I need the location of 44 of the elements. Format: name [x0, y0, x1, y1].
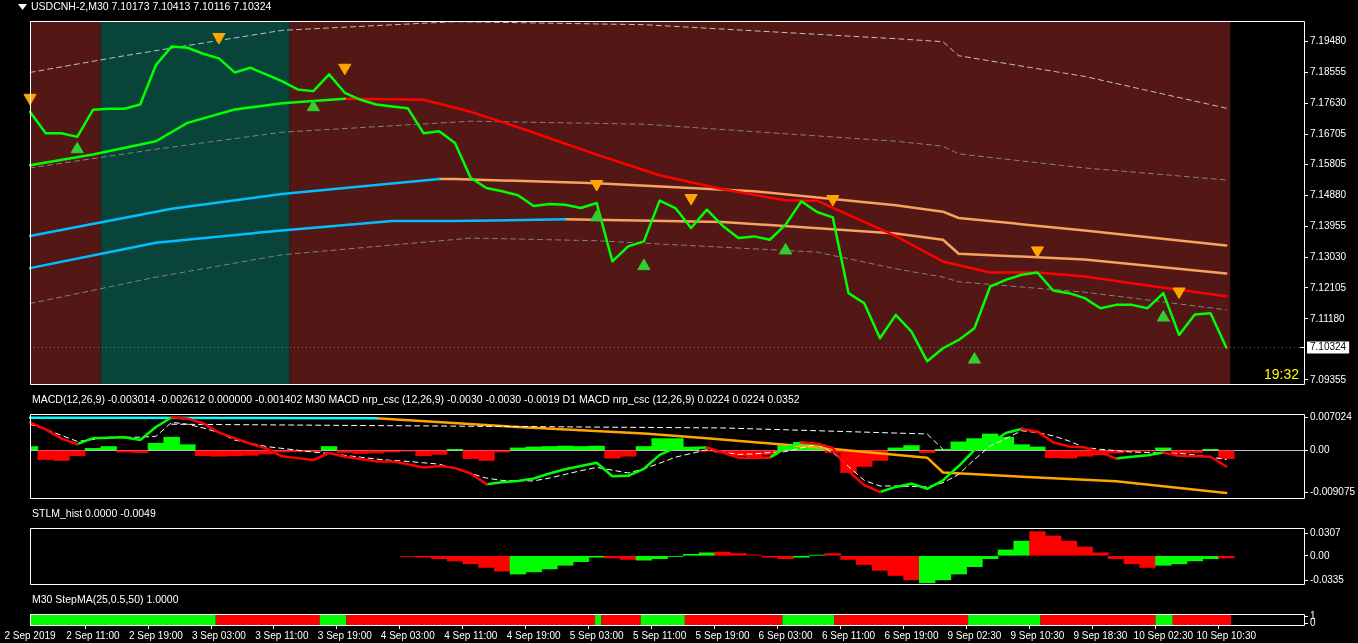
y-tick-label: 7.13030	[1310, 250, 1347, 262]
y-tick-label: 7.12105	[1310, 281, 1347, 293]
x-tick-label: 5 Sep 19:00	[695, 629, 750, 641]
x-tick-label: 9 Sep 02:30	[947, 629, 1002, 641]
annotation: 19:32	[1263, 365, 1300, 382]
y-tick-label: 7.13955	[1310, 219, 1347, 231]
x-tick-label: 3 Sep 11:00	[255, 629, 309, 641]
y-tick-label: 7.15805	[1310, 158, 1347, 170]
x-tick-label: 5 Sep 03:00	[569, 629, 625, 641]
x-tick-label: 10 Sep 10:30	[1196, 629, 1257, 641]
chart-title: MACD(12,26,9) -0.003014 -0.002612 0.000000 -0.001402 M30 MACD nrp_csc (12,26,9) -0.0030 -0.0030 -0.0019 D1 MACD nrp_csc (12,26,9) 0.0224 0.0224 0.0352	[32, 393, 800, 405]
y-tick-label: 7.14880	[1310, 189, 1347, 201]
x-tick-label: 10 Sep 02:30	[1133, 629, 1194, 641]
x-tick-label: 6 Sep 19:00	[884, 629, 939, 641]
ref-line-label: 7.10324	[1310, 341, 1347, 353]
x-tick-label: 3 Sep 19:00	[317, 629, 373, 641]
y-tick-label: 0.0307	[1310, 527, 1342, 539]
x-tick-label: 4 Sep 03:00	[380, 629, 436, 641]
x-tick-label: 9 Sep 18:30	[1073, 629, 1128, 641]
y-tick-label: 7.09355	[1310, 373, 1347, 385]
y-tick-label: 7.11180	[1310, 312, 1346, 324]
x-tick-label: 9 Sep 10:30	[1010, 629, 1065, 641]
y-tick-label: 0.00	[1310, 443, 1330, 455]
y-tick-label: 7.18555	[1310, 66, 1347, 78]
chart-title: STLM_hist 0.0000 -0.0049	[32, 507, 156, 519]
x-tick-label: 4 Sep 19:00	[506, 629, 562, 641]
y-tick-label: -0.0335	[1310, 574, 1345, 585]
chart-title: USDCNH-2,M30 7.10173 7.10413 7.10116 7.10324	[31, 0, 272, 12]
y-tick-label: 0.00	[1310, 549, 1330, 561]
x-tick-label: 2 Sep 19:00	[128, 629, 184, 641]
y-tick-label: 7.16705	[1310, 128, 1347, 140]
x-tick-label: 5 Sep 11:00	[633, 629, 687, 641]
x-tick-label: 2 Sep 11:00	[66, 629, 120, 641]
x-tick-label: 6 Sep 11:00	[821, 629, 876, 641]
y-tick-label: -0.009075	[1310, 486, 1356, 498]
y-tick-label: 0.007024	[1310, 411, 1353, 423]
x-tick-label: 6 Sep 03:00	[758, 629, 813, 641]
x-tick-label: 2 Sep 2019	[4, 629, 57, 641]
x-tick-label: 3 Sep 03:00	[191, 629, 247, 641]
y-tick-label: 7.19480	[1310, 35, 1347, 47]
y-tick-label: 7.17630	[1310, 97, 1347, 109]
x-tick-label: 4 Sep 11:00	[444, 629, 498, 641]
chart-title: M30 StepMA(25,0.5,50) 1.0000	[32, 593, 179, 605]
y-tick-label: 0	[1310, 617, 1316, 629]
